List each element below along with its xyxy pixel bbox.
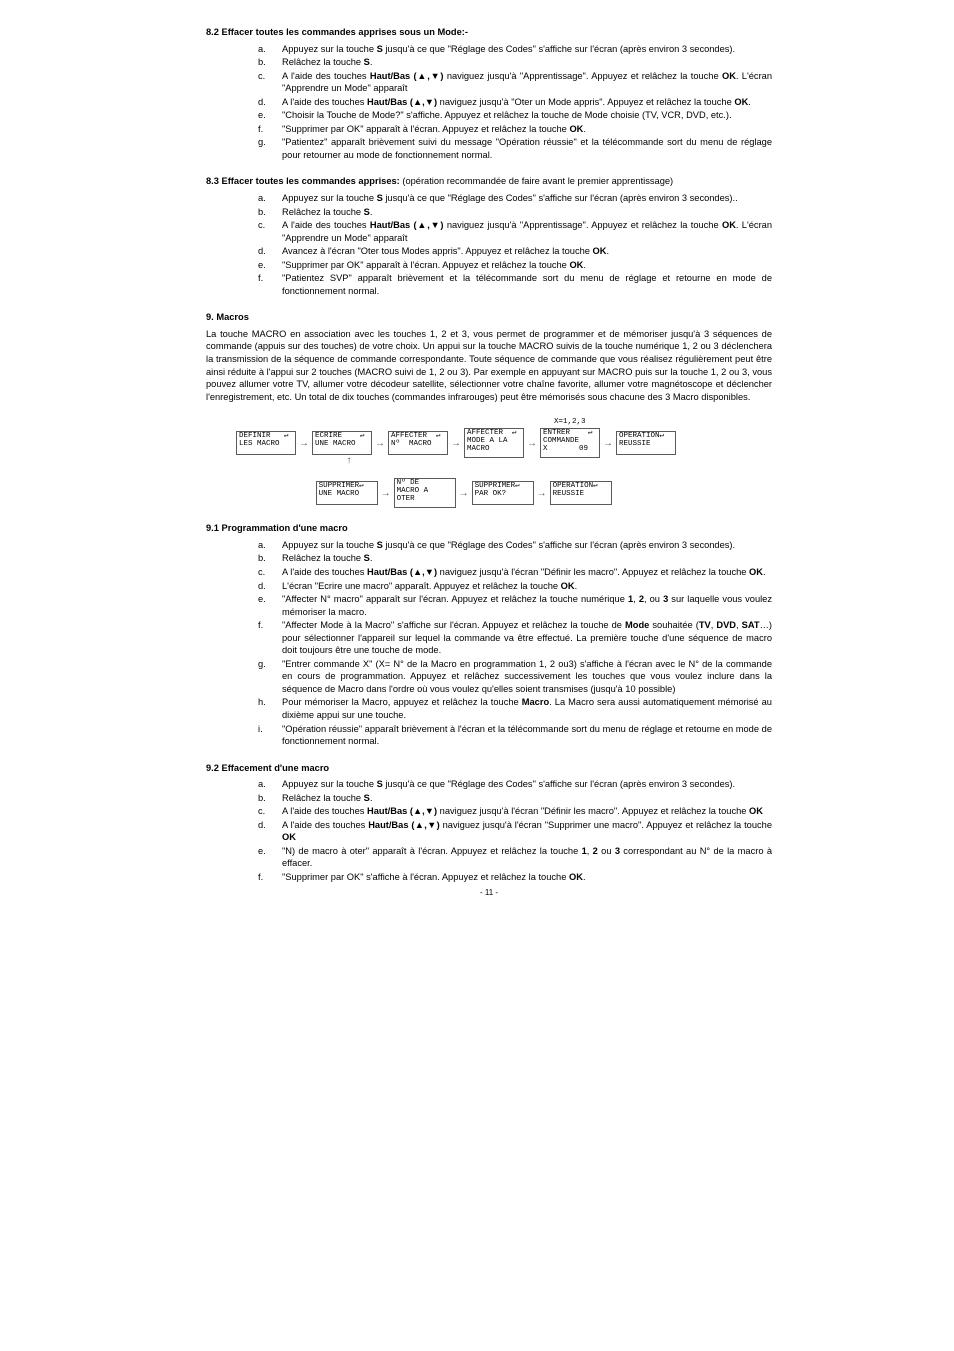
heading-8-2-bold: 8.2 Effacer toutes les commandes apprise… (206, 27, 462, 37)
heading-9-1: 9.1 Programmation d'une macro (206, 522, 772, 535)
list-letter: c. (258, 566, 282, 579)
macro-flow-diagram: X=1,2,3 DEFINIR ↵ LES MACRO → ECRIRE ↵ U… (236, 417, 676, 508)
list-text: "Entrer commande X" (X= N° de la Macro e… (282, 658, 772, 696)
heading-9-2: 9.2 Effacement d'une macro (206, 762, 772, 775)
diagram-box: ECRIRE ↵ UNE MACRO (312, 431, 372, 455)
diagram-box: ENTRER ↵ COMMANDE X 09 (540, 428, 600, 458)
list-text: Avancez à l'écran "Oter tous Modes appri… (282, 245, 772, 258)
diagram-top-row: DEFINIR ↵ LES MACRO → ECRIRE ↵ UNE MACRO… (236, 428, 676, 458)
list-letter: i. (258, 723, 282, 748)
list-9-1: a.Appuyez sur la touche S jusqu'à ce que… (206, 539, 772, 748)
list-9-2: a.Appuyez sur la touche S jusqu'à ce que… (206, 778, 772, 883)
list-letter: f. (258, 619, 282, 657)
list-text: "N) de macro à oter" apparaît à l'écran.… (282, 845, 772, 870)
diagram-box: AFFECTER ↵ MODE A LA MACRO (464, 428, 524, 458)
list-text: Relâchez la touche S. (282, 552, 772, 565)
list-text: A l'aide des touches Haut/Bas (▲,▼) navi… (282, 805, 772, 818)
diagram-box: SUPPRIMER↵ PAR OK? (472, 481, 534, 505)
heading-8-2: 8.2 Effacer toutes les commandes apprise… (206, 26, 772, 39)
heading-8-2-suffix: :- (462, 27, 468, 37)
list-text: Appuyez sur la touche S jusqu'à ce que "… (282, 43, 772, 56)
arrow-right-icon: → (450, 437, 462, 451)
list-letter: e. (258, 593, 282, 618)
list-text: A l'aide des touches Haut/Bas (▲,▼) navi… (282, 219, 772, 244)
list-letter: c. (258, 805, 282, 818)
list-text: "Supprimer par OK" apparaît à l'écran. A… (282, 123, 772, 136)
list-letter: f. (258, 272, 282, 297)
list-letter: c. (258, 219, 282, 244)
list-text: L'écran "Ecrire une macro" apparaît. App… (282, 580, 772, 593)
list-letter: f. (258, 123, 282, 136)
list-text: A l'aide des touches Haut/Bas (▲,▼) navi… (282, 96, 772, 109)
list-8-3: a.Appuyez sur la touche S jusqu'à ce que… (206, 192, 772, 297)
arrow-right-icon: → (298, 437, 310, 451)
list-text: "Patientez" apparaît brièvement suivi du… (282, 136, 772, 161)
list-text: "Opération réussie" apparaît brièvement … (282, 723, 772, 748)
list-letter: c. (258, 70, 282, 95)
arrow-right-icon: → (536, 487, 548, 501)
list-text: Pour mémoriser la Macro, appuyez et relâ… (282, 696, 772, 721)
list-text: Relâchez la touche S. (282, 792, 772, 805)
list-letter: e. (258, 845, 282, 870)
diagram-box: OPERATION↵ REUSSIE (616, 431, 676, 455)
list-text: "Supprimer par OK" apparaît à l'écran. A… (282, 259, 772, 272)
heading-8-3: 8.3 Effacer toutes les commandes apprise… (206, 175, 772, 188)
list-8-2: a.Appuyez sur la touche S jusqu'à ce que… (206, 43, 772, 162)
list-text: "Affecter Mode à la Macro" s'affiche sur… (282, 619, 772, 657)
list-letter: d. (258, 580, 282, 593)
arrow-right-icon: → (458, 487, 470, 501)
arrow-right-icon (306, 487, 314, 501)
list-letter: a. (258, 43, 282, 56)
list-letter: a. (258, 778, 282, 791)
list-letter: a. (258, 539, 282, 552)
list-text: Relâchez la touche S. (282, 206, 772, 219)
list-letter: f. (258, 871, 282, 884)
diagram-bottom-row: SUPPRIMER↵ UNE MACRO → Nº DE MACRO A OTE… (236, 478, 676, 508)
heading-9: 9. Macros (206, 311, 772, 324)
list-letter: b. (258, 206, 282, 219)
list-text: "Patientez SVP" apparaît brièvement et l… (282, 272, 772, 297)
heading-8-3-suffix: (opération recommandée de faire avant le… (400, 176, 673, 186)
diagram-box: SUPPRIMER↵ UNE MACRO (316, 481, 378, 505)
heading-8-3-bold: 8.3 Effacer toutes les commandes apprise… (206, 176, 400, 186)
arrow-right-icon: → (374, 437, 386, 451)
list-letter: b. (258, 552, 282, 565)
list-text: Appuyez sur la touche S jusqu'à ce que "… (282, 192, 772, 205)
list-letter: g. (258, 136, 282, 161)
paragraph-9: La touche MACRO en association avec les … (206, 328, 772, 403)
arrow-right-icon: → (526, 437, 538, 451)
arrow-up-icon: ↑ (344, 458, 354, 468)
list-letter: h. (258, 696, 282, 721)
list-text: "Affecter N° macro" apparaît sur l'écran… (282, 593, 772, 618)
diagram-box: DEFINIR ↵ LES MACRO (236, 431, 296, 455)
list-letter: b. (258, 56, 282, 69)
list-text: "Choisir la Touche de Mode?" s'affiche. … (282, 109, 772, 122)
page-number: - 11 - (206, 888, 772, 899)
list-text: A l'aide des touches Haut/Bas (▲,▼) navi… (282, 819, 772, 844)
arrow-right-icon: → (380, 487, 392, 501)
list-letter: g. (258, 658, 282, 696)
list-letter: e. (258, 259, 282, 272)
arrow-right-icon: → (602, 437, 614, 451)
list-letter: a. (258, 192, 282, 205)
list-letter: d. (258, 819, 282, 844)
diagram-box: OPERATION↵ REUSSIE (550, 481, 612, 505)
list-letter: b. (258, 792, 282, 805)
list-text: A l'aide des touches Haut/Bas (▲,▼) navi… (282, 70, 772, 95)
list-letter: d. (258, 96, 282, 109)
list-text: Appuyez sur la touche S jusqu'à ce que "… (282, 778, 772, 791)
list-letter: e. (258, 109, 282, 122)
list-text: A l'aide des touches Haut/Bas (▲,▼) navi… (282, 566, 772, 579)
list-text: Appuyez sur la touche S jusqu'à ce que "… (282, 539, 772, 552)
list-text: Relâchez la touche S. (282, 56, 772, 69)
diagram-box: Nº DE MACRO A OTER (394, 478, 456, 508)
list-letter: d. (258, 245, 282, 258)
list-text: "Supprimer par OK" s'affiche à l'écran. … (282, 871, 772, 884)
diagram-xlabel: X=1,2,3 (554, 417, 676, 428)
document-page: 8.2 Effacer toutes les commandes apprise… (206, 26, 772, 898)
diagram-box: AFFECTER ↵ Nº MACRO (388, 431, 448, 455)
